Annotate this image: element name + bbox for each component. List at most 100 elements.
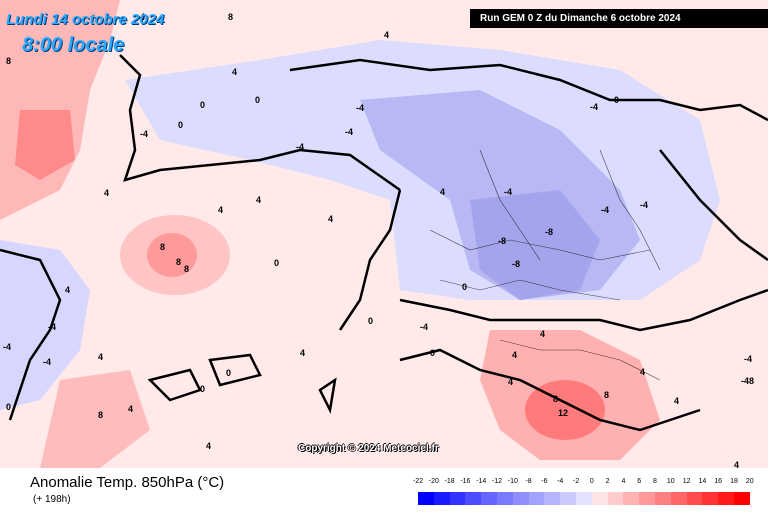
contour-label: -4 [744,354,752,364]
contour-label: 8 [98,410,103,420]
copyright-label: Copyright © 2024 Meteociel.fr [298,443,439,454]
contour-label: 4 [734,460,739,468]
color-legend: -22 -20 -18 -16 -14 -12 -10 -8 -6 -4 -2 0 2 4 6 8 10 12 14… [413,478,754,510]
legend-tick-label: 4 [621,478,626,485]
contour-label: 0 [462,282,467,292]
forecast-date-label: Lundi 14 octobre 2024 [6,11,165,28]
contour-label: 4 [65,285,70,295]
legend-swatch [607,492,624,505]
legend-tick-label: 10 [666,478,675,485]
contour-label: -4 [356,103,364,113]
legend-tick-label: -4 [557,478,564,485]
anomaly-west-cold [0,240,90,410]
map-title: Anomalie Temp. 850hPa (°C) [30,474,225,491]
contour-label: 0 [274,258,279,268]
contour-label: 8 [553,394,558,404]
contour-label: 0 [226,368,231,378]
contour-label: -4 [3,342,11,352]
contour-label: 0 [6,402,11,412]
footer-bar: Anomalie Temp. 850hPa (°C) (+ 198h) -22-… [0,468,768,512]
anomaly-atlantic-warm-core [147,233,197,277]
contour-label: 8 [176,257,181,267]
legend-tick-label: 8 [653,478,657,485]
legend-swatch [718,492,734,505]
contour-label: 0 [200,384,205,394]
coast-arctic [289,58,768,122]
legend-swatch [497,492,513,505]
legend-tick-label: 0 [589,478,594,485]
legend-swatch [734,492,750,505]
legend-swatch [576,492,592,505]
contour-label: -4 [420,322,428,332]
contour-label: 4 [508,377,513,387]
legend-swatch [481,492,497,505]
contour-label: 0 [200,100,205,110]
contour-label: -4 [140,129,148,139]
contour-labels: 4 4 8 8 4 0 0 -4 -4 -4 -4 0 0 -4 4 4 4 4… [3,12,754,468]
coast-west-atlantic [0,248,62,421]
legend-tick-label: 2 [605,478,610,485]
contour-label: -4 [43,357,51,367]
border-e [499,339,661,381]
legend-swatch [449,492,466,505]
legend-swatch [433,492,450,505]
legend-swatch [655,492,671,505]
contour-label: 8 [160,242,165,252]
contour-label: 8 [6,56,11,66]
legend-swatch [670,492,687,505]
contour-label: 8 [184,264,189,274]
contour-label: -4 [590,102,598,112]
coast-europe-south [399,288,768,332]
contour-label: 4 [540,329,545,339]
legend-tick-label: -2 [572,478,580,485]
contour-label: 4 [98,352,103,362]
contour-label: -8 [498,236,506,246]
contour-label: 0 [368,316,373,326]
legend-tick-label: -18 [444,478,455,485]
contour-label: -4 [504,187,512,197]
legend-swatch [560,492,576,505]
legend-tick-label: 20 [745,478,754,485]
contour-label: 0 [255,95,260,105]
contour-label: 8 [604,390,609,400]
contour-label: 4 [256,195,261,205]
legend-tick-label: -16 [460,478,471,485]
contour-label: 4 [674,396,679,406]
legend-tick-label: 16 [714,478,723,485]
contour-label: 4 [104,188,109,198]
contour-label: -4 [48,322,56,332]
borders [429,149,661,381]
legend-swatch [465,492,482,505]
border-d [599,149,661,271]
contour-label: -4 [640,200,648,210]
contour-label: 4 [128,404,133,414]
contour-label: 0 [614,95,619,105]
contour-label: 4 [640,367,645,377]
contour-label: 0 [178,120,183,130]
legend-swatch [418,492,434,505]
border-a [429,229,651,261]
border-b [439,279,621,301]
legend-swatch [591,492,608,505]
contour-label: 0 [430,348,435,358]
border-c [479,149,541,261]
anomaly-greenland-warm-core [15,110,75,180]
legend-tick-label: -22 [412,478,424,485]
coastlines [0,54,768,432]
anomaly-sw-warm [40,370,150,468]
legend-swatch [623,492,640,505]
legend-tick-label: 18 [730,478,738,485]
legend-swatch [639,492,655,505]
model-run-label: Run GEM 0 Z du Dimanche 6 octobre 2024 [470,9,768,28]
contour-label: 4 [328,214,333,224]
legend-swatch [528,492,545,505]
contour-label: 4 [206,441,211,451]
anomaly-balkans-warm-core [525,380,605,440]
coast-islands [147,353,337,414]
legend-swatch [544,492,561,505]
legend-swatch [686,492,703,505]
contour-label: 4 [140,12,145,22]
contour-label: 4 [384,30,389,40]
legend-tick-label: -6 [541,478,548,485]
